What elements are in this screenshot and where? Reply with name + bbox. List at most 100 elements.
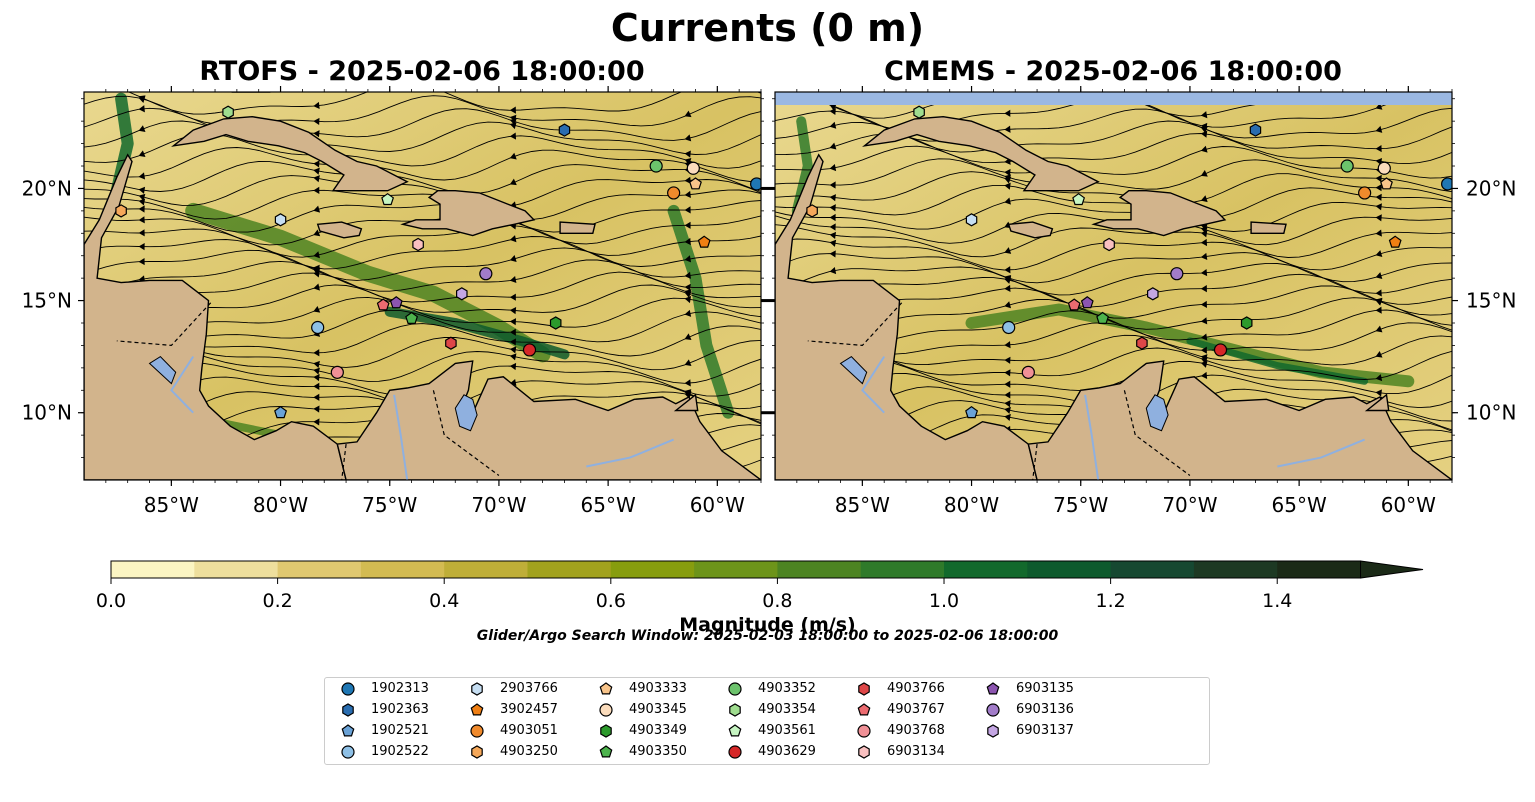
stream-arrow: [1004, 274, 1012, 282]
lon-tick-label: 75°W: [1053, 493, 1108, 517]
lat-tick-label: 15°N: [1466, 289, 1516, 313]
legend-marker: [857, 703, 871, 716]
stream-arrow: [509, 328, 516, 336]
float-marker-6903135: [389, 296, 403, 309]
legend-marker: [728, 745, 742, 759]
stream-arrow: [1200, 333, 1208, 341]
legend-item-4903345: 4903345: [599, 702, 687, 718]
streamline: [84, 236, 761, 270]
legend-item-6903135: 6903135: [986, 681, 1074, 697]
legend-item-4903349: 4903349: [600, 723, 687, 739]
legend-marker: [341, 745, 355, 759]
country-border: [1032, 444, 1038, 480]
stream-arrow: [1004, 369, 1011, 377]
legend-label: 4903768: [887, 723, 945, 738]
stream-arrow: [1004, 182, 1011, 190]
legend-label: 4903250: [500, 744, 558, 759]
stream-arrow: [1375, 297, 1383, 305]
stream-arrow: [1004, 174, 1012, 182]
colorbar-bin: [1110, 561, 1195, 578]
land-florida: [922, 92, 962, 93]
stream-arrow: [1375, 272, 1383, 280]
legend-marker: [728, 724, 742, 737]
map-frame: [83, 91, 762, 481]
hexagon-marker-icon: [471, 682, 483, 696]
stream-arrow: [1200, 252, 1208, 260]
legend-marker: [470, 724, 484, 738]
streamline: [84, 200, 761, 233]
stream-arrow: [138, 229, 145, 237]
hexagon-marker-icon: [987, 724, 999, 738]
legend-label: 3902457: [500, 702, 558, 717]
colorbar-bin: [1277, 561, 1362, 578]
stream-arrow: [313, 373, 320, 382]
no-data-strip: [775, 92, 1452, 105]
float-marker-4903768: [1021, 365, 1035, 379]
stream-arrow: [1004, 406, 1011, 414]
lon-tick-label: 60°W: [690, 493, 745, 517]
stream-arrow: [313, 229, 321, 237]
streamline: [775, 224, 1452, 258]
legend-marker: [858, 682, 870, 696]
stream-arrow: [313, 382, 320, 390]
stream-arrow: [138, 150, 146, 158]
streamline: [84, 247, 761, 281]
map-frame: [774, 91, 1453, 481]
country-border: [341, 444, 347, 480]
stream-arrow: [509, 152, 517, 160]
float-marker-1902363: [558, 123, 571, 137]
lat-tick-label: 20°N: [22, 176, 72, 200]
legend-label: 4903354: [758, 702, 816, 717]
float-marker-1902363: [1249, 123, 1262, 137]
streamline: [775, 252, 1452, 284]
country-border: [116, 302, 212, 347]
stream-arrow: [138, 243, 145, 251]
float-marker-2903766: [274, 213, 287, 227]
legend-label: 4903333: [629, 681, 687, 696]
lat-tick-label: 10°N: [1466, 401, 1516, 425]
land-hispaniola: [400, 190, 536, 237]
legend-label: 4903767: [887, 702, 945, 717]
float-marker-4903333: [689, 177, 702, 190]
legend-marker: [342, 703, 354, 717]
stream-arrow: [1004, 341, 1011, 349]
stream-arrow: [313, 305, 321, 313]
float-marker-4903250: [806, 204, 818, 218]
stream-arrow: [509, 132, 517, 140]
float-marker-4903352: [649, 159, 663, 173]
streamline: [84, 107, 761, 141]
pentagon-marker-icon: [986, 682, 1000, 695]
stream-arrow: [138, 257, 145, 266]
float-marker-6903136: [479, 267, 493, 281]
legend-item-4903768: 4903768: [857, 723, 945, 739]
colorbar-bin: [1193, 561, 1278, 578]
legend-item-4903051: 4903051: [470, 723, 558, 739]
stream-arrow: [1004, 197, 1011, 205]
stream-arrow: [829, 204, 836, 212]
stream-arrow: [684, 283, 691, 291]
float-marker-6903134: [412, 237, 424, 252]
legend-label: 1902363: [371, 702, 429, 717]
colorbar-bin: [1027, 561, 1112, 578]
legend-item-6903136: 6903136: [986, 702, 1074, 718]
legend-label: 2903766: [500, 681, 558, 696]
country-border: [1123, 390, 1191, 476]
stream-arrow: [1200, 285, 1207, 293]
float-marker-4903350: [1096, 311, 1110, 324]
stream-arrow: [138, 172, 146, 180]
stream-arrow: [1200, 170, 1208, 177]
stream-arrow: [1200, 371, 1208, 380]
streamline: [84, 189, 761, 221]
stream-arrow: [509, 275, 517, 284]
legend-label: 4903349: [629, 723, 687, 738]
colorbar-bin: [860, 561, 945, 578]
stream-arrow: [829, 213, 836, 222]
float-marker-4903768: [330, 365, 344, 379]
streamline: [84, 161, 761, 195]
legend-marker: [470, 703, 484, 716]
circle-marker-icon: [470, 724, 484, 738]
legend-marker: [728, 682, 742, 696]
stream-arrow: [509, 362, 517, 371]
stream-arrow: [829, 107, 836, 116]
